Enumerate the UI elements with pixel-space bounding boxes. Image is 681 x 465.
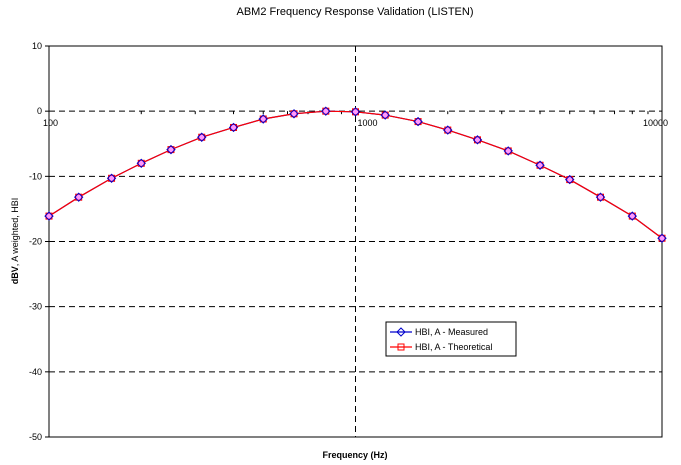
measured-point: [73, 192, 84, 202]
legend-box: [385, 321, 517, 357]
chart-title: ABM2 Frequency Response Validation (LIST…: [236, 6, 473, 18]
theoretical-point: [658, 234, 666, 242]
theoretical-point: [290, 110, 298, 118]
x-tick-label: 1000: [358, 118, 378, 128]
measured-point: [595, 192, 606, 202]
y-axis-label: dBV, A weighted, HBI: [10, 198, 20, 285]
measured-point: [472, 135, 483, 145]
theoretical-point: [45, 212, 53, 220]
measured-point: [503, 146, 513, 156]
x-axis-label: Frequency (Hz): [322, 450, 387, 460]
measured-point: [380, 110, 390, 120]
series-markers: [44, 106, 667, 243]
theoretical-point: [75, 193, 83, 201]
measured-point: [228, 122, 239, 133]
measured-point: [258, 114, 268, 124]
theoretical-point: [259, 115, 267, 123]
theoretical-point: [596, 193, 604, 201]
theoretical-point: [167, 146, 175, 154]
legend: HBI, A - Measured HBI, A - Theoretical: [385, 321, 517, 357]
x-tick-label: 100: [43, 118, 58, 128]
legend-label: HBI, A - Theoretical: [415, 342, 492, 352]
grid-lines: [49, 46, 662, 437]
y-axis-ticks: 10 0 -10 -20 -30 -40 -50: [29, 41, 49, 442]
measured-point: [657, 233, 667, 243]
y-tick-label: -30: [29, 302, 42, 312]
legend-marker-square: [397, 343, 405, 351]
measured-point: [443, 125, 453, 135]
measured-point: [136, 158, 146, 169]
measured-point: [627, 211, 638, 221]
measured-point: [197, 132, 207, 142]
y-tick-label: 0: [37, 106, 42, 116]
y-tick-label: -20: [29, 237, 42, 247]
measured-point: [106, 173, 117, 183]
measured-point: [413, 116, 423, 127]
theoretical-point: [628, 212, 636, 220]
measured-point: [350, 107, 361, 117]
theoretical-point: [230, 123, 238, 131]
y-axis-label-unit: dBV: [10, 266, 20, 284]
measured-point: [289, 109, 299, 119]
x-tick-label: 10000: [643, 118, 668, 128]
legend-marker-diamond: [396, 327, 406, 337]
y-tick-label: 10: [32, 41, 42, 51]
y-tick-label: -50: [29, 432, 42, 442]
legend-label: HBI, A - Measured: [415, 327, 488, 337]
y-tick-label: -10: [29, 171, 42, 181]
measured-point: [321, 106, 331, 116]
theoretical-point: [444, 126, 452, 134]
theoretical-point: [504, 147, 512, 155]
theoretical-point: [414, 118, 422, 126]
theoretical-point: [473, 136, 481, 144]
theoretical-point: [108, 174, 116, 182]
theoretical-point: [322, 107, 330, 115]
measured-point: [535, 160, 545, 170]
measured-point: [44, 211, 54, 221]
theoretical-point: [566, 176, 574, 184]
y-tick-label: -40: [29, 367, 42, 377]
measured-point: [166, 144, 176, 155]
theoretical-point: [381, 111, 389, 119]
theoretical-point: [352, 108, 359, 116]
measured-point: [565, 174, 575, 185]
theoretical-point: [198, 133, 206, 141]
theoretical-point: [137, 159, 145, 167]
theoretical-point: [536, 161, 544, 169]
y-axis-label-desc: , A weighted, HBI: [10, 198, 20, 267]
